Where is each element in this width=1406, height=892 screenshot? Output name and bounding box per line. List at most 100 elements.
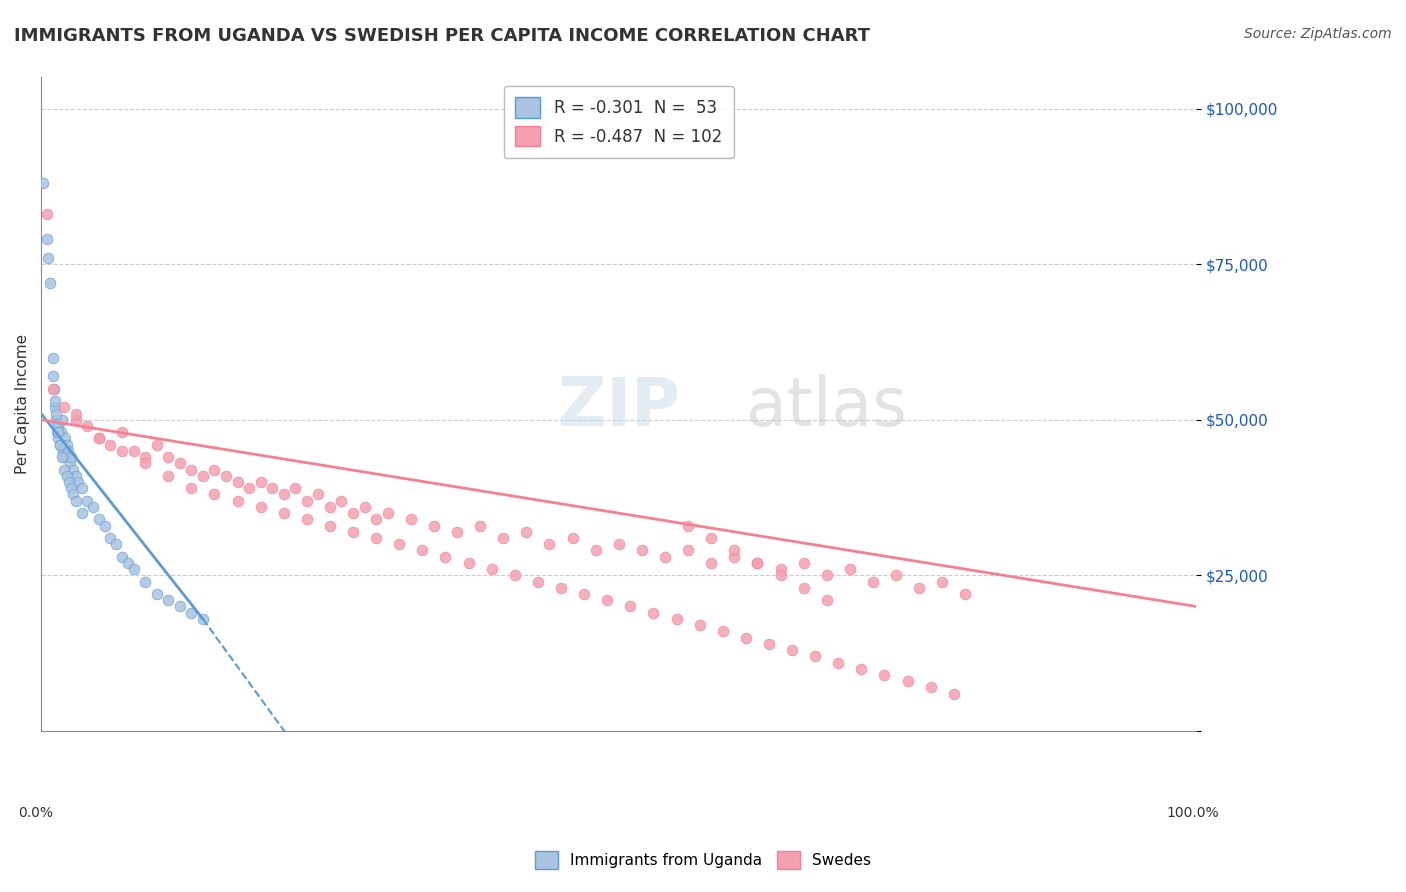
Point: [446, 524, 468, 539]
Point: [955, 587, 977, 601]
Point: [35, 207, 58, 221]
Point: [122, 443, 145, 458]
Point: [804, 649, 827, 664]
Point: [82, 500, 104, 514]
Point: [249, 475, 271, 489]
Point: [538, 537, 561, 551]
Point: [262, 481, 284, 495]
Point: [676, 518, 699, 533]
Point: [169, 599, 191, 614]
Point: [596, 593, 619, 607]
Point: [51, 413, 73, 427]
Point: [122, 562, 145, 576]
Point: [353, 500, 375, 514]
Point: [330, 493, 353, 508]
Point: [180, 462, 202, 476]
Point: [111, 425, 134, 440]
Point: [238, 481, 260, 495]
Point: [723, 549, 745, 564]
Point: [145, 438, 167, 452]
Point: [53, 401, 76, 415]
Point: [319, 518, 342, 533]
Point: [56, 443, 79, 458]
Point: [62, 487, 84, 501]
Point: [191, 468, 214, 483]
Point: [44, 394, 66, 409]
Point: [342, 506, 364, 520]
Point: [45, 407, 67, 421]
Point: [55, 438, 77, 452]
Point: [815, 593, 838, 607]
Point: [399, 512, 422, 526]
Point: [423, 518, 446, 533]
Point: [157, 450, 180, 464]
Point: [52, 443, 75, 458]
Point: [747, 556, 769, 570]
Point: [942, 687, 965, 701]
Point: [37, 251, 59, 265]
Point: [700, 556, 723, 570]
Point: [585, 543, 607, 558]
Point: [319, 500, 342, 514]
Point: [41, 382, 63, 396]
Point: [65, 468, 87, 483]
Point: [607, 537, 630, 551]
Point: [838, 562, 860, 576]
Point: [46, 425, 69, 440]
Point: [676, 543, 699, 558]
Point: [897, 674, 920, 689]
Point: [388, 537, 411, 551]
Legend: R = -0.301  N =  53, R = -0.487  N = 102: R = -0.301 N = 53, R = -0.487 N = 102: [503, 86, 734, 158]
Point: [48, 419, 70, 434]
Point: [862, 574, 884, 589]
Point: [215, 468, 238, 483]
Point: [689, 618, 711, 632]
Point: [42, 382, 65, 396]
Point: [643, 606, 665, 620]
Point: [700, 531, 723, 545]
Point: [572, 587, 595, 601]
Point: [65, 407, 87, 421]
Point: [87, 512, 110, 526]
Point: [273, 487, 295, 501]
Point: [793, 556, 815, 570]
Point: [284, 481, 307, 495]
Point: [76, 493, 98, 508]
Point: [51, 450, 73, 464]
Point: [295, 493, 318, 508]
Point: [45, 413, 67, 427]
Point: [145, 587, 167, 601]
Point: [827, 656, 849, 670]
Point: [908, 581, 931, 595]
Point: [202, 462, 225, 476]
Point: [70, 506, 93, 520]
Point: [815, 568, 838, 582]
Point: [105, 537, 128, 551]
Point: [55, 468, 77, 483]
Point: [226, 475, 249, 489]
Point: [665, 612, 688, 626]
Point: [711, 624, 734, 639]
Point: [62, 462, 84, 476]
Point: [654, 549, 676, 564]
Point: [180, 606, 202, 620]
Point: [48, 438, 70, 452]
Point: [111, 443, 134, 458]
Point: [32, 176, 55, 190]
Point: [561, 531, 583, 545]
Point: [747, 556, 769, 570]
Point: [100, 438, 122, 452]
Point: [377, 506, 399, 520]
Text: IMMIGRANTS FROM UGANDA VS SWEDISH PER CAPITA INCOME CORRELATION CHART: IMMIGRANTS FROM UGANDA VS SWEDISH PER CA…: [14, 27, 870, 45]
Point: [44, 401, 66, 415]
Point: [39, 276, 62, 290]
Point: [619, 599, 641, 614]
Point: [157, 593, 180, 607]
Point: [366, 531, 388, 545]
Point: [100, 531, 122, 545]
Point: [93, 518, 115, 533]
Point: [793, 581, 815, 595]
Point: [723, 543, 745, 558]
Point: [76, 419, 98, 434]
Point: [48, 432, 70, 446]
